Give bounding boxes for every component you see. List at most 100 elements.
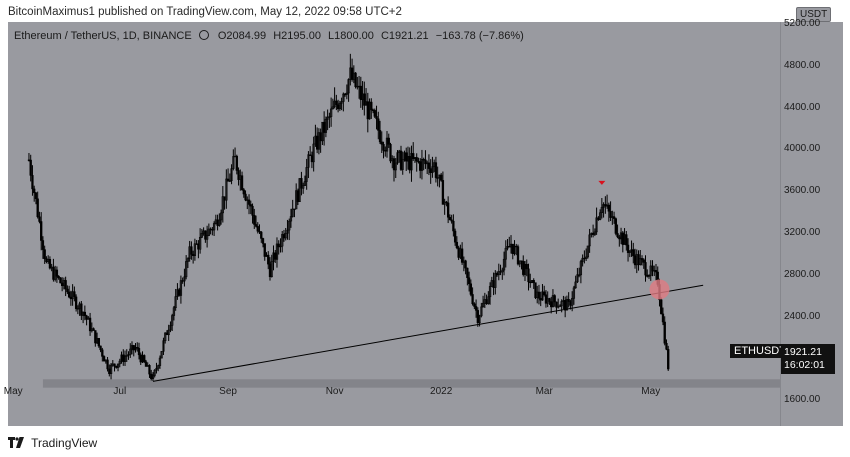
candle-body (642, 259, 645, 263)
candle-body (230, 168, 233, 181)
candle-body (125, 355, 128, 357)
y-tick-label: 1600.00 (784, 394, 821, 406)
candle-body (247, 199, 251, 205)
symbol-name[interactable]: Ethereum / TetherUS, 1D, BINANCE (14, 30, 192, 42)
footer-brand[interactable]: TradingView (8, 436, 97, 451)
candle-body (244, 193, 247, 201)
candle-body (40, 221, 43, 241)
candle-body (593, 231, 597, 235)
x-tick-label: May (641, 386, 661, 397)
candle-body (38, 216, 41, 222)
candle-body (450, 219, 453, 222)
plot-area[interactable]: Ethereum / TetherUS, 1D, BINANCE O2084.9… (8, 22, 780, 426)
candle-body (663, 321, 666, 344)
candle-body (595, 217, 598, 233)
candle-body (501, 269, 504, 273)
candle-body (116, 363, 120, 368)
candle-body (102, 356, 106, 362)
candle-body (473, 303, 476, 307)
candle-body (576, 274, 579, 283)
candle-body (284, 233, 287, 239)
chart-svg[interactable] (8, 22, 780, 426)
candle-body (443, 201, 446, 205)
candle-body (600, 207, 603, 213)
candle-body (644, 262, 647, 276)
candle-body (225, 178, 228, 201)
candle-body (302, 185, 305, 189)
candle-body (525, 263, 528, 270)
candle-body (412, 153, 415, 160)
candle-body (612, 216, 616, 219)
candle-body (29, 159, 32, 176)
candle-body (560, 301, 563, 307)
candle-body (109, 364, 113, 374)
candle-body (488, 286, 492, 298)
x-tick-label: Nov (325, 386, 344, 397)
candle-body (523, 263, 527, 275)
candle-body (288, 220, 291, 231)
candle-body (537, 291, 541, 299)
candle-body (431, 166, 434, 173)
open-label: O (217, 30, 227, 42)
candle-body (487, 296, 490, 304)
candle-body (88, 317, 92, 332)
candle-body (572, 287, 576, 299)
candle-body (481, 302, 485, 308)
candle-body (532, 280, 535, 283)
low-label: L (328, 30, 335, 42)
last-price-tag: 1921.21 16:02:01 (781, 344, 835, 374)
currency-button[interactable]: USDT (796, 7, 832, 22)
candle-body (581, 257, 584, 262)
candle-body (240, 175, 244, 190)
candle-body (204, 230, 207, 240)
candle-body (420, 159, 424, 171)
candle-body (567, 299, 570, 302)
candle-body (249, 204, 252, 207)
candle-body (424, 159, 427, 165)
candle-body (76, 308, 80, 310)
candle-body (253, 215, 256, 225)
candle-body (354, 72, 357, 87)
candle-body (303, 181, 307, 186)
tradingview-logo-icon (8, 436, 24, 451)
candle-body (258, 230, 261, 233)
candle-body (335, 100, 338, 106)
candle-body (480, 306, 483, 317)
candle-body (256, 226, 259, 232)
candle-body (460, 248, 464, 263)
candle-body (502, 258, 506, 271)
candle-body (80, 303, 83, 316)
candle-body (401, 159, 404, 170)
candle-body (445, 201, 448, 204)
candle-body (571, 298, 574, 306)
y-tick-label: 2800.00 (784, 268, 821, 280)
candle-body (67, 291, 71, 298)
y-tick-label: 5200.00 (784, 18, 821, 29)
y-tick-label: 2400.00 (784, 310, 821, 322)
candle-body (34, 192, 38, 200)
candle-body (59, 277, 62, 284)
y-tick-label: 4000.00 (784, 143, 821, 155)
candle-body (279, 245, 282, 248)
candle-body (183, 276, 186, 282)
candle-body (171, 315, 174, 326)
candle-body (286, 229, 289, 234)
candle-body (410, 153, 413, 171)
candle-body (586, 245, 590, 258)
candle-body (609, 211, 612, 218)
change-value: −163.78 (−7.86%) (435, 30, 524, 42)
candle-body (446, 202, 450, 218)
candle-body (237, 170, 240, 180)
y-tick-label: 4800.00 (784, 59, 821, 71)
candle-body (167, 329, 170, 336)
candle-body (123, 356, 127, 362)
chart-frame[interactable]: Ethereum / TetherUS, 1D, BINANCE O2084.9… (8, 22, 843, 426)
candle-body (193, 243, 197, 256)
candle-body (607, 204, 610, 212)
candle-body (118, 360, 121, 365)
candle-body (186, 258, 190, 262)
high-label: H (273, 30, 282, 42)
candle-body (275, 243, 279, 260)
candle-body (270, 261, 273, 278)
candle-body (260, 231, 263, 239)
